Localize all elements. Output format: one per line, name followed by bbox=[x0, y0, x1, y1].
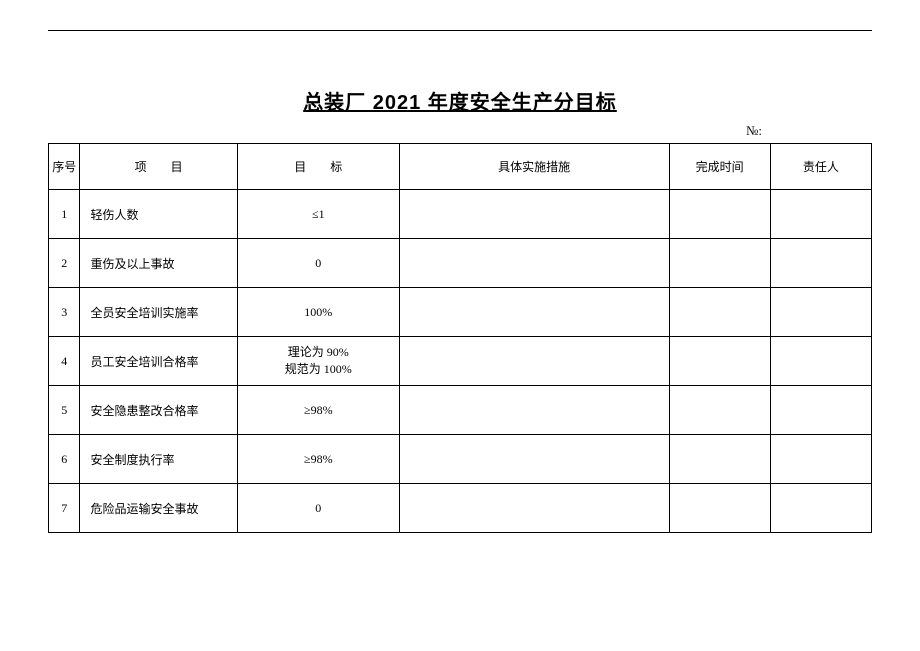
table-header-row: 序号 项 目 目 标 具体实施措施 完成时间 责任人 bbox=[49, 144, 872, 190]
cell-seq: 7 bbox=[49, 484, 80, 533]
document-number-label: №: bbox=[48, 123, 872, 139]
cell-time bbox=[669, 435, 770, 484]
cell-seq: 1 bbox=[49, 190, 80, 239]
target-line2: 规范为 100% bbox=[285, 362, 352, 376]
cell-seq: 5 bbox=[49, 386, 80, 435]
cell-item: 轻伤人数 bbox=[80, 190, 237, 239]
cell-measure bbox=[399, 190, 669, 239]
cell-measure bbox=[399, 484, 669, 533]
cell-person bbox=[770, 190, 871, 239]
cell-seq: 6 bbox=[49, 435, 80, 484]
table-row: 5 安全隐患整改合格率 ≥98% bbox=[49, 386, 872, 435]
cell-person bbox=[770, 484, 871, 533]
header-measure: 具体实施措施 bbox=[399, 144, 669, 190]
cell-person bbox=[770, 435, 871, 484]
cell-seq: 4 bbox=[49, 337, 80, 386]
cell-time bbox=[669, 239, 770, 288]
cell-item: 危险品运输安全事故 bbox=[80, 484, 237, 533]
table-row: 4 员工安全培训合格率 理论为 90% 规范为 100% bbox=[49, 337, 872, 386]
table-row: 1 轻伤人数 ≤1 bbox=[49, 190, 872, 239]
table-row: 3 全员安全培训实施率 100% bbox=[49, 288, 872, 337]
cell-measure bbox=[399, 288, 669, 337]
table-row: 6 安全制度执行率 ≥98% bbox=[49, 435, 872, 484]
cell-target: 理论为 90% 规范为 100% bbox=[237, 337, 399, 386]
top-divider bbox=[48, 30, 872, 31]
cell-item: 员工安全培训合格率 bbox=[80, 337, 237, 386]
header-item: 项 目 bbox=[80, 144, 237, 190]
cell-measure bbox=[399, 435, 669, 484]
cell-time bbox=[669, 190, 770, 239]
cell-target: 0 bbox=[237, 484, 399, 533]
cell-target: 0 bbox=[237, 239, 399, 288]
cell-seq: 3 bbox=[49, 288, 80, 337]
cell-measure bbox=[399, 239, 669, 288]
page-title: 总装厂 2021 年度安全生产分目标 bbox=[48, 86, 872, 115]
table-row: 2 重伤及以上事故 0 bbox=[49, 239, 872, 288]
cell-target: ≥98% bbox=[237, 435, 399, 484]
cell-item: 全员安全培训实施率 bbox=[80, 288, 237, 337]
cell-measure bbox=[399, 337, 669, 386]
cell-time bbox=[669, 386, 770, 435]
header-time: 完成时间 bbox=[669, 144, 770, 190]
cell-person bbox=[770, 386, 871, 435]
header-person: 责任人 bbox=[770, 144, 871, 190]
cell-seq: 2 bbox=[49, 239, 80, 288]
cell-person bbox=[770, 337, 871, 386]
cell-target: ≥98% bbox=[237, 386, 399, 435]
header-target: 目 标 bbox=[237, 144, 399, 190]
cell-item: 重伤及以上事故 bbox=[80, 239, 237, 288]
cell-time bbox=[669, 484, 770, 533]
cell-item: 安全制度执行率 bbox=[80, 435, 237, 484]
cell-time bbox=[669, 288, 770, 337]
cell-target: ≤1 bbox=[237, 190, 399, 239]
cell-measure bbox=[399, 386, 669, 435]
cell-person bbox=[770, 239, 871, 288]
target-line1: 理论为 90% bbox=[288, 345, 349, 359]
header-seq: 序号 bbox=[49, 144, 80, 190]
cell-item: 安全隐患整改合格率 bbox=[80, 386, 237, 435]
cell-time bbox=[669, 337, 770, 386]
goals-table: 序号 项 目 目 标 具体实施措施 完成时间 责任人 1 轻伤人数 ≤1 2 重… bbox=[48, 143, 872, 533]
table-row: 7 危险品运输安全事故 0 bbox=[49, 484, 872, 533]
cell-target: 100% bbox=[237, 288, 399, 337]
cell-person bbox=[770, 288, 871, 337]
